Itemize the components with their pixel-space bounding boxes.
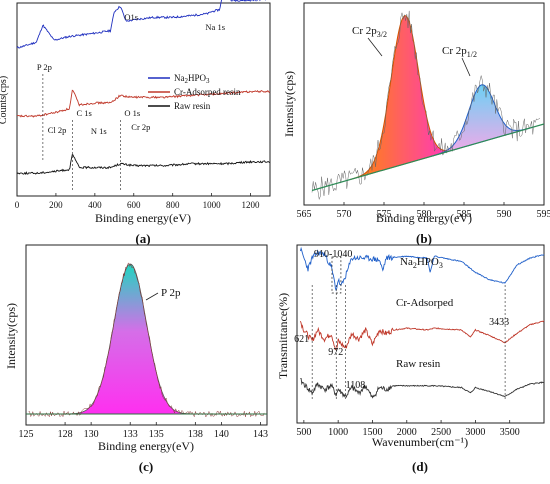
panel-a-ylabel: Counts(cps) [0, 76, 9, 124]
panel-c-tick-label-143: 143 [253, 429, 268, 440]
panel-b-plot [312, 11, 544, 200]
panel-a-tick-label-400: 400 [88, 200, 102, 210]
panel-a-tick-label-0: 0 [15, 200, 20, 210]
panel-a: 0 200 400 600 800 1000 1200 O1s Na 1s P 2p C 1s O … [0, 0, 270, 246]
panel-c-tick-label-125: 125 [19, 429, 34, 440]
panel-d-annotation-910-1040: 910-1040 [314, 249, 352, 260]
panel-a-annotation-o-1s: O 1s [124, 108, 140, 118]
panel-a-frame [17, 3, 270, 196]
panel-a-annotation-na-1s: Na 1s [205, 22, 225, 32]
panel-a-annotation-p-2p: P 2p [37, 62, 52, 72]
panel-a-annotation-c-1s: C 1s [76, 108, 91, 118]
series-label-na2hpo3-d: Na2HPO3 [400, 256, 443, 270]
panel-d-annotation-3433: 3433 [489, 317, 509, 328]
panel-c-tick-label-128: 128 [58, 429, 73, 440]
panel-a-annotation-cr-2p: Cr 2p [131, 122, 150, 132]
legend-label-na2hpo3: Na2HPO3 [174, 73, 210, 85]
panel-d-annotations: 910-1040 621 972 1108 3433 [294, 249, 509, 400]
panel-b-raw-spectrum [312, 11, 540, 200]
panel-b-tick-label-595: 595 [537, 209, 550, 220]
legend-label-raw-resin: Raw resin [174, 101, 211, 111]
panel-a-legend: Na2HPO3 Cr-Adsorped resin Raw resin [148, 73, 241, 111]
panel-a-annotation-n-1s: N 1s [91, 126, 107, 136]
panel-a-tick-label-600: 600 [127, 200, 141, 210]
peak-arrow-p2p [146, 293, 158, 300]
panel-c-plot [26, 263, 267, 417]
panel-d-tick-label-3000: 3000 [465, 427, 485, 438]
panel-a-tick-label-1000: 1000 [203, 200, 222, 210]
panel-c-tick-label-140: 140 [214, 429, 229, 440]
peak-arrow-cr2p12 [462, 58, 470, 76]
panel-d-annotation-972: 972 [328, 347, 343, 358]
panel-a-tick-label-1200: 1200 [242, 200, 261, 210]
panel-d-annotation-621: 621 [294, 334, 309, 345]
panel-b-tick-label-570: 570 [337, 209, 352, 220]
panel-b-ylabel: Intensity(cps) [282, 71, 296, 137]
panel-b-tick-label-565: 565 [297, 209, 312, 220]
panel-d-label: (d) [412, 459, 428, 474]
panel-a-annotation-o1s: O1s [124, 12, 138, 22]
panel-a-xlabel: Binding energy(eV) [95, 211, 191, 225]
peak-label-cr2p32: Cr 2p3/2 [352, 25, 387, 39]
panel-d-series-raw-resin [300, 379, 544, 398]
panel-c-tick-label-130: 130 [84, 429, 99, 440]
legend-label-cr-adsorped: Cr-Adsorped resin [174, 87, 241, 97]
panel-d-frame [297, 245, 544, 423]
panel-a-annotation-cl-2p: Cl 2p [48, 125, 67, 135]
panel-d-xlabel: Wavenumber(cm⁻¹) [372, 435, 468, 449]
peak-arrow-cr2p32 [368, 38, 382, 56]
series-label-cr-adsorped-d: Cr-Adsorped [396, 297, 454, 309]
panel-a-label: (a) [135, 231, 150, 246]
panel-b-label: (b) [416, 231, 432, 246]
panel-d-annotation-1108: 1108 [346, 380, 366, 391]
panel-c-xlabel: Binding energy(eV) [98, 439, 194, 453]
panel-d-ylabel: Transmittance(%) [276, 293, 290, 379]
panel-a-tick-label-800: 800 [166, 200, 180, 210]
peak-label-p2p: P 2p [161, 287, 181, 299]
panel-d-tick-label-500: 500 [296, 427, 311, 438]
panel-a-series-raw-resin [17, 155, 270, 175]
panel-d-tick-label-1000: 1000 [328, 427, 348, 438]
panel-d-tick-label-3500: 3500 [500, 427, 520, 438]
panel-b-tick-label-590: 590 [497, 209, 512, 220]
panel-c-label: (c) [139, 459, 153, 474]
panel-a-tick-label-200: 200 [49, 200, 63, 210]
panel-b-xlabel: Binding energy(eV) [376, 211, 472, 225]
series-label-raw-resin-d: Raw resin [396, 358, 441, 370]
panel-c-ylabel: Intensity(cps) [4, 303, 18, 369]
panel-a-series-na2hpo3 [17, 0, 270, 48]
peak-label-cr2p12: Cr 2p1/2 [442, 45, 477, 59]
